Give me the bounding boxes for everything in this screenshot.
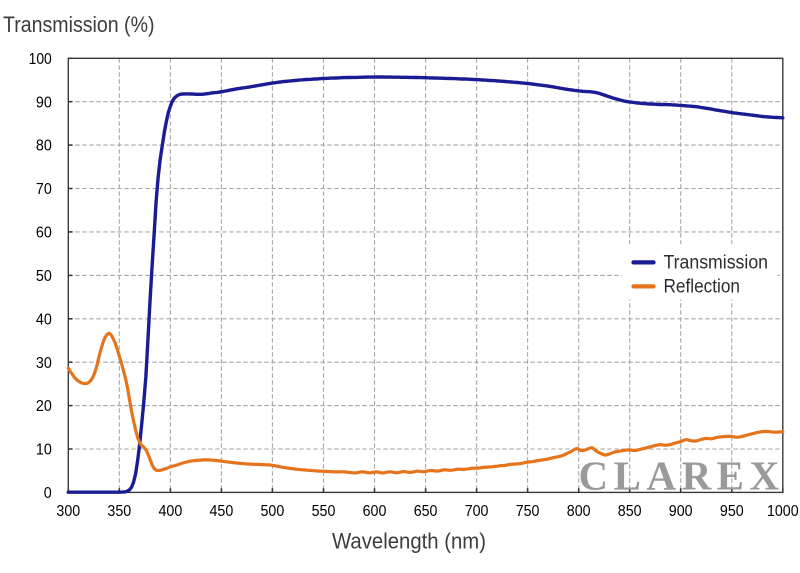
svg-text:300: 300 [56,503,80,520]
svg-text:20: 20 [36,398,52,415]
svg-text:800: 800 [567,503,591,520]
svg-text:80: 80 [36,138,52,155]
svg-text:0: 0 [44,485,52,502]
svg-text:70: 70 [36,181,52,198]
svg-text:350: 350 [107,503,131,520]
svg-text:30: 30 [36,355,52,372]
svg-text:Transmission: Transmission [664,252,769,273]
svg-text:750: 750 [516,503,540,520]
svg-text:40: 40 [36,311,52,328]
svg-text:850: 850 [618,503,642,520]
svg-text:700: 700 [465,503,489,520]
svg-text:600: 600 [363,503,387,520]
svg-text:400: 400 [159,503,183,520]
svg-text:900: 900 [669,503,693,520]
svg-text:50: 50 [36,268,52,285]
svg-text:Wavelength (nm): Wavelength (nm) [332,528,486,553]
svg-text:1000: 1000 [767,503,799,520]
svg-text:950: 950 [720,503,744,520]
svg-text:Transmission (%): Transmission (%) [3,12,155,37]
svg-text:10: 10 [36,442,52,459]
svg-text:Reflection: Reflection [664,276,741,297]
svg-text:550: 550 [312,503,336,520]
svg-text:450: 450 [210,503,234,520]
svg-text:500: 500 [261,503,285,520]
svg-text:100: 100 [29,51,52,68]
svg-text:60: 60 [36,225,52,242]
svg-text:650: 650 [414,503,438,520]
svg-text:CLAREX: CLAREX [579,453,785,499]
svg-text:90: 90 [36,94,52,111]
